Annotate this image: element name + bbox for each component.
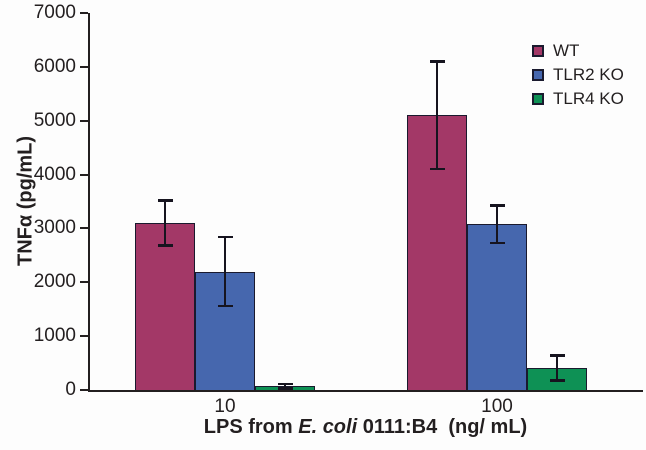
- error-bar-tlr2-ko-10: [223, 237, 227, 306]
- legend-label-wt: WT: [553, 41, 580, 60]
- error-cap-top-wt-10: [157, 199, 173, 202]
- legend-item-tlr4-ko: TLR4 KO: [532, 89, 624, 108]
- error-cap-top-wt-100: [429, 60, 445, 63]
- y-tick-label-7000: 7000: [33, 2, 76, 23]
- error-cap-bottom-tlr2-ko-10: [217, 304, 233, 308]
- y-tick-mark-3000: [80, 227, 88, 230]
- legend-item-tlr2-ko: TLR2 KO: [532, 65, 624, 84]
- y-tick-label-4000: 4000: [33, 163, 76, 185]
- y-tick-label-1000: 1000: [33, 325, 76, 347]
- y-tick-mark-1000: [80, 335, 88, 338]
- error-cap-bottom-tlr4-ko-10: [277, 387, 293, 390]
- legend: WT TLR2 KO TLR4 KO: [532, 41, 624, 108]
- error-bar-wt-10: [163, 200, 167, 246]
- error-cap-top-tlr4-ko-100: [549, 354, 565, 357]
- y-tick-mark-6000: [80, 65, 88, 68]
- y-tick-mark-0: [80, 389, 88, 391]
- y-tick-mark-4000: [80, 173, 88, 176]
- error-bar-tlr2-ko-100: [495, 205, 499, 243]
- bar-tlr2-ko-100: [467, 224, 527, 390]
- x-axis-title-suffix: 0111:B4 (ng/ mL): [357, 416, 528, 438]
- error-bar-tlr4-ko-100: [555, 355, 559, 381]
- legend-item-wt: WT: [532, 41, 624, 60]
- legend-label-tlr4-ko: TLR4 KO: [553, 89, 624, 108]
- y-tick-label-3000: 3000: [33, 217, 76, 239]
- error-cap-bottom-tlr4-ko-100: [549, 379, 565, 382]
- error-bar-wt-100: [435, 61, 439, 170]
- legend-swatch-wt: [532, 44, 544, 57]
- x-tick-label-100: 100: [481, 396, 513, 417]
- legend-swatch-tlr2-ko: [532, 68, 544, 81]
- bar-wt-10: [135, 223, 195, 390]
- error-cap-top-tlr4-ko-10: [277, 382, 293, 386]
- y-tick-label-5000: 5000: [33, 109, 76, 131]
- x-axis-title-prefix: LPS from: [203, 416, 299, 438]
- x-axis-title: LPS from E. coli 0111:B4 (ng/ mL): [88, 416, 643, 439]
- y-tick-label-2000: 2000: [33, 271, 76, 293]
- y-tick-label-0: 0: [65, 379, 76, 400]
- error-cap-bottom-wt-10: [157, 244, 173, 247]
- y-tick-label-6000: 6000: [33, 55, 76, 77]
- y-axis-title: TNFα (pg/mL): [14, 135, 37, 267]
- error-cap-bottom-wt-100: [429, 167, 445, 171]
- error-cap-top-tlr2-ko-100: [489, 204, 505, 207]
- error-cap-top-tlr2-ko-10: [217, 235, 233, 239]
- plot-area: 0 1000 2000 3000 4000 5000 6000 7000 10 100: [34, 2, 643, 417]
- y-tick-mark-5000: [80, 119, 88, 122]
- error-bar-tlr4-ko-10: [283, 384, 287, 389]
- x-axis-title-organism: E. coli: [298, 416, 358, 438]
- x-tick-label-10: 10: [214, 396, 236, 417]
- y-tick-mark-2000: [80, 281, 88, 284]
- legend-swatch-tlr4-ko: [532, 92, 544, 105]
- legend-label-tlr2-ko: TLR2 KO: [553, 65, 624, 84]
- y-tick-mark-7000: [80, 12, 88, 14]
- error-cap-bottom-tlr2-ko-100: [489, 241, 505, 245]
